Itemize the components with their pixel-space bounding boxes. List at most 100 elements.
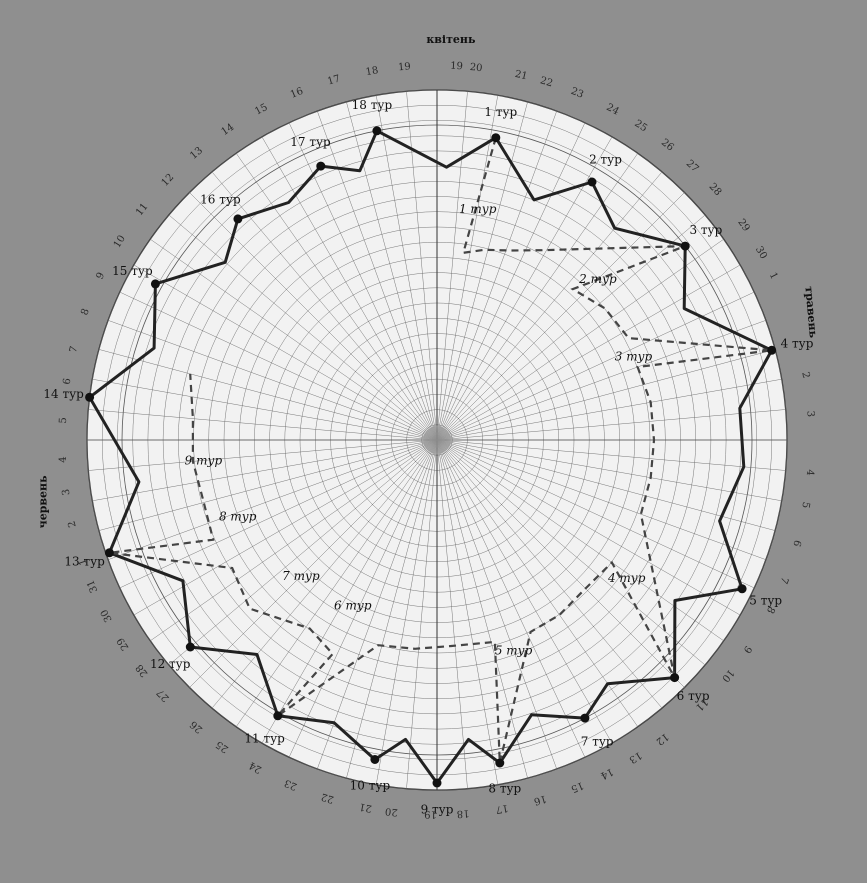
grid-spoke: [88, 439, 438, 471]
grid-spoke: [436, 439, 528, 779]
grid-spoke: [436, 439, 663, 709]
grid-spoke: [168, 439, 438, 666]
grid-spoke: [108, 439, 438, 560]
grid-spoke: [211, 439, 438, 709]
grid-spoke: [236, 153, 438, 441]
tour-point: [233, 214, 243, 224]
date-tick-label: 9: [95, 271, 108, 282]
date-tick-label: 16: [532, 792, 547, 806]
grid-spoke: [317, 111, 438, 441]
date-tick-label: 8: [764, 604, 777, 615]
grid-spoke: [189, 439, 438, 688]
grid-spoke: [92, 439, 438, 502]
tour-label: 16 тур: [200, 192, 241, 206]
grid-spoke: [436, 111, 557, 441]
polar-grid: [86, 89, 788, 791]
date-tick-label: 17: [495, 802, 509, 815]
grid-spoke: [108, 320, 438, 441]
grid-spoke: [436, 101, 528, 441]
grid-spoke: [375, 95, 438, 441]
grid-spoke: [436, 439, 755, 589]
grid-spoke: [436, 153, 638, 441]
tour-point: [104, 548, 114, 558]
grid-spoke: [288, 439, 438, 758]
grid-spoke: [150, 439, 438, 641]
tour-label: 4 тур: [781, 337, 814, 351]
grid-spoke: [436, 122, 586, 441]
dashed-tour-label: 9 тур: [185, 453, 223, 467]
grid-spoke: [436, 349, 776, 441]
grid-spoke: [436, 439, 586, 758]
tour-label: 7 тур: [581, 734, 614, 748]
tour-label: 10 тур: [350, 778, 391, 792]
tour-point: [680, 241, 690, 251]
solid-series-line: [88, 129, 774, 785]
date-tick-label: 3: [804, 410, 815, 417]
dashed-tour-label: 4 тур: [607, 571, 646, 585]
tour-label: 14 тур: [43, 387, 84, 401]
grid-spoke: [436, 439, 685, 688]
date-tick-label: 19: [424, 808, 437, 819]
grid-spoke: [436, 439, 613, 744]
grid-spoke: [189, 192, 438, 441]
grid-center: [423, 426, 451, 454]
date-tick-label: 5: [58, 417, 69, 424]
tour-point: [587, 177, 597, 187]
grid-spoke: [436, 439, 706, 666]
data-lines: [85, 126, 777, 788]
grid-spoke: [168, 214, 438, 441]
tour-label: 18 тур: [352, 98, 393, 112]
tour-label: 8 тур: [488, 782, 521, 796]
date-tick-label: 2: [799, 371, 811, 379]
grid-spoke: [436, 439, 786, 471]
tour-label: 3 тур: [689, 223, 722, 237]
dashed-tour-label: 7 тур: [282, 569, 320, 583]
grid-spoke: [119, 291, 438, 441]
tour-label: 11 тур: [244, 732, 285, 746]
dashed-tour-label: 6 тур: [334, 598, 372, 612]
grid-spoke: [436, 192, 685, 441]
date-tick-label: 6: [790, 538, 802, 547]
grid-spoke: [436, 214, 706, 441]
grid-spoke: [436, 439, 468, 789]
tour-point: [370, 755, 380, 764]
date-tick-label: 1: [77, 557, 89, 567]
grid-spoke: [436, 409, 786, 441]
grid-spoke: [133, 264, 438, 441]
dashed-series-line: [109, 137, 772, 764]
grid-spoke: [436, 171, 663, 441]
tour-point: [273, 711, 283, 721]
date-tick-label: 2: [67, 520, 79, 529]
dashed-tour-label: 8 тур: [219, 510, 257, 524]
date-tick-label: 18: [456, 807, 469, 819]
tour-label: 12 тур: [150, 657, 191, 671]
grid-spoke: [436, 439, 782, 502]
tour-point: [150, 279, 160, 289]
dashed-tour-label: 3 тур: [615, 350, 653, 364]
date-tick-label: 21: [358, 800, 373, 813]
date-tick-label: 14: [599, 765, 615, 781]
date-tick-label: 19: [450, 61, 463, 73]
tour-point: [737, 584, 747, 594]
month-label: квітень: [426, 33, 476, 46]
month-label: червень: [36, 475, 49, 528]
grid-spoke: [436, 439, 499, 785]
month-label: травень: [802, 286, 820, 339]
date-tick-label: 19: [398, 61, 412, 73]
date-tick-label: 31: [85, 578, 100, 594]
dashed-tour-label: 2 тур: [578, 272, 617, 286]
grid-spoke: [119, 439, 438, 589]
tour-point: [372, 126, 382, 136]
date-tick-label: 20: [384, 805, 398, 817]
grid-spoke: [406, 439, 438, 789]
date-tick-label: 24: [604, 102, 620, 118]
grid-spoke: [261, 136, 438, 441]
grid-spoke: [375, 439, 438, 785]
date-tick-label: 7: [777, 575, 790, 585]
date-tick-label: 24: [247, 759, 263, 775]
tour-point: [580, 713, 590, 723]
grid-spoke: [346, 439, 438, 779]
tour-label: 1 тур: [484, 105, 517, 119]
